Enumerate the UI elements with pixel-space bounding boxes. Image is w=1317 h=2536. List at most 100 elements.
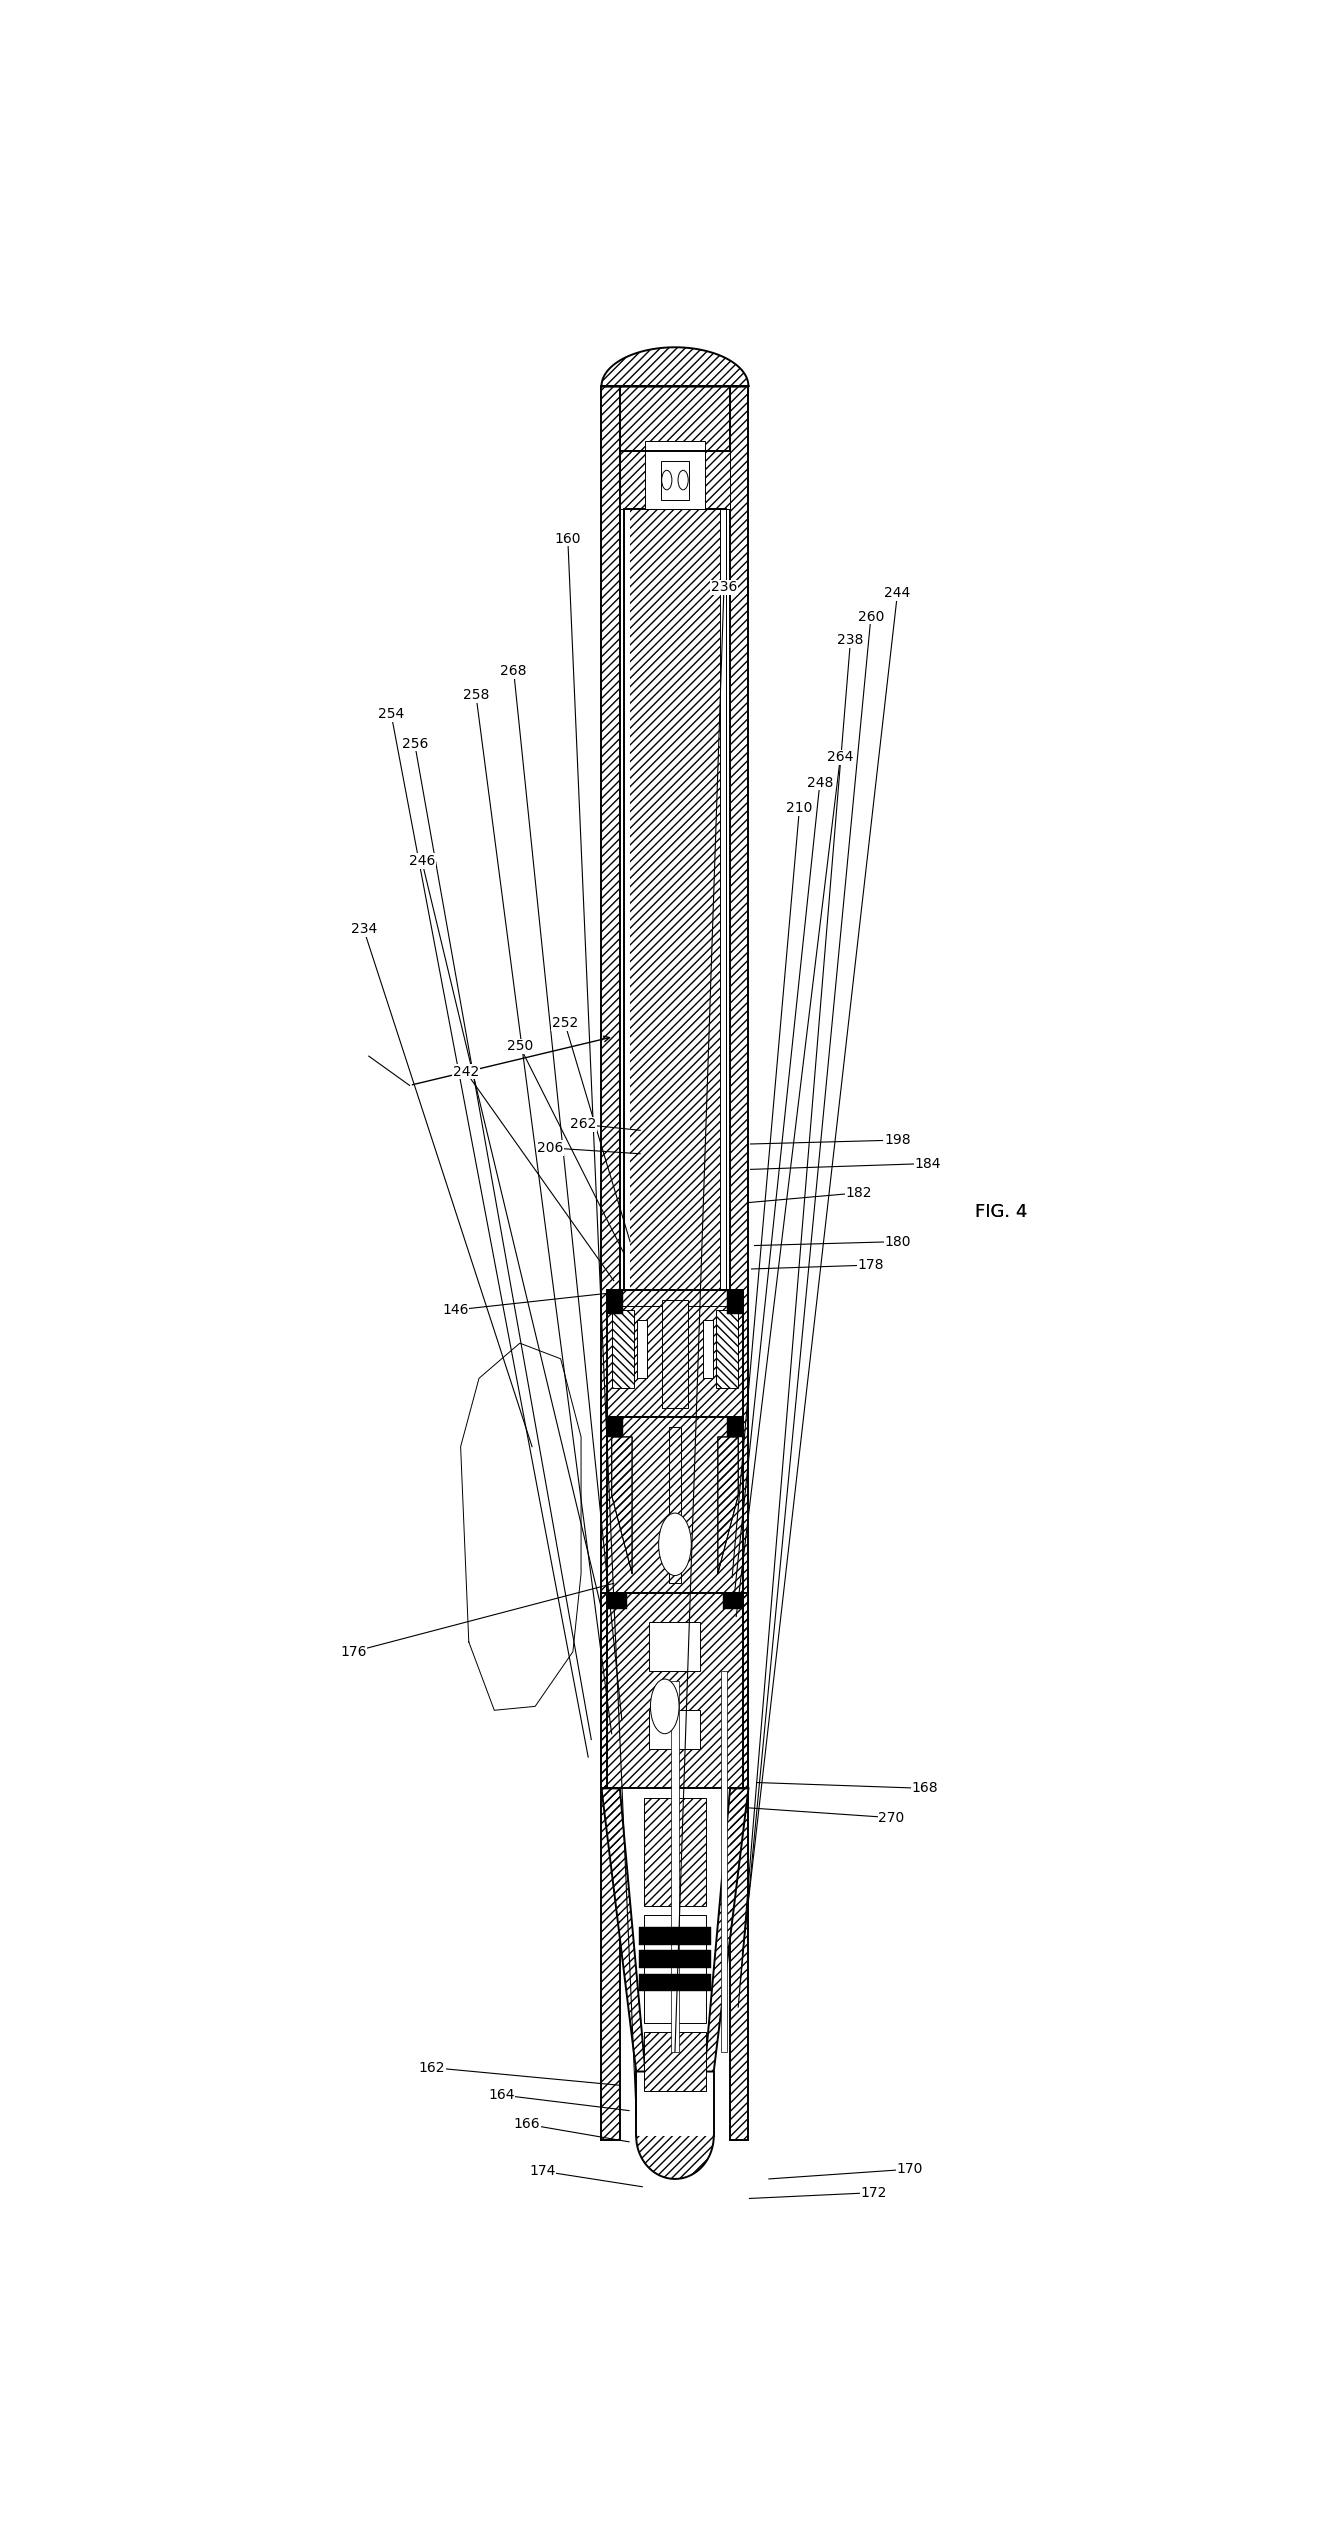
Text: 206: 206 bbox=[537, 1141, 564, 1154]
Bar bbox=[644, 2031, 706, 2092]
Bar bbox=[607, 1291, 743, 1418]
Text: 174: 174 bbox=[529, 2163, 556, 2178]
Bar bbox=[624, 510, 726, 1291]
Text: 176: 176 bbox=[340, 1646, 366, 1659]
Bar bbox=[624, 510, 630, 1291]
Bar bbox=[702, 1319, 712, 1380]
Bar bbox=[624, 510, 630, 1291]
Text: 262: 262 bbox=[570, 1118, 597, 1131]
Bar bbox=[644, 1798, 706, 1905]
Bar bbox=[727, 1291, 743, 1314]
Text: 180: 180 bbox=[884, 1235, 911, 1248]
Bar bbox=[644, 1915, 706, 2024]
Bar bbox=[602, 1593, 620, 1788]
Bar bbox=[661, 462, 689, 500]
Bar bbox=[645, 441, 705, 510]
Bar bbox=[730, 1593, 748, 1788]
Text: 172: 172 bbox=[861, 2186, 888, 2199]
Bar bbox=[730, 1593, 748, 1788]
Circle shape bbox=[651, 1679, 680, 1735]
Text: 178: 178 bbox=[857, 1258, 884, 1273]
Bar bbox=[669, 1428, 681, 1582]
Text: 164: 164 bbox=[489, 2087, 515, 2102]
Text: 238: 238 bbox=[838, 634, 864, 647]
Bar bbox=[720, 510, 726, 1291]
Bar bbox=[720, 510, 726, 1291]
Text: 162: 162 bbox=[419, 2062, 445, 2074]
Text: 256: 256 bbox=[402, 735, 428, 751]
Bar bbox=[705, 451, 730, 510]
Text: 264: 264 bbox=[827, 751, 853, 763]
Polygon shape bbox=[602, 1788, 645, 2072]
Bar bbox=[644, 1798, 706, 1905]
Bar bbox=[727, 1418, 743, 1438]
Bar bbox=[607, 1418, 743, 1593]
Polygon shape bbox=[705, 1788, 748, 2072]
Text: 244: 244 bbox=[884, 586, 910, 601]
Bar bbox=[602, 385, 620, 2140]
Text: 250: 250 bbox=[507, 1040, 533, 1052]
Bar bbox=[730, 385, 748, 2140]
Text: 168: 168 bbox=[911, 1780, 938, 1795]
Text: 270: 270 bbox=[878, 1811, 905, 1826]
Bar bbox=[720, 1671, 727, 2052]
Bar bbox=[649, 1623, 701, 1671]
Text: 146: 146 bbox=[443, 1304, 469, 1316]
Text: 170: 170 bbox=[897, 2163, 923, 2176]
Text: 242: 242 bbox=[453, 1065, 479, 1078]
Text: 246: 246 bbox=[408, 855, 435, 867]
Text: FIG. 4: FIG. 4 bbox=[976, 1205, 1027, 1222]
Bar bbox=[607, 1593, 743, 1788]
Bar bbox=[662, 1301, 687, 1407]
Text: 198: 198 bbox=[884, 1134, 911, 1146]
Bar bbox=[607, 1291, 743, 1418]
Text: 182: 182 bbox=[846, 1187, 872, 1200]
Text: 258: 258 bbox=[462, 687, 489, 702]
Bar bbox=[723, 1593, 743, 1608]
Bar bbox=[715, 1311, 739, 1387]
Text: 166: 166 bbox=[514, 2118, 540, 2130]
Text: 236: 236 bbox=[711, 581, 738, 593]
Bar bbox=[620, 385, 730, 451]
Text: 234: 234 bbox=[350, 923, 377, 936]
Bar bbox=[705, 451, 730, 510]
Bar bbox=[669, 1428, 681, 1582]
Bar bbox=[630, 510, 720, 1291]
Bar bbox=[639, 1973, 711, 1991]
Bar bbox=[607, 1291, 623, 1314]
Text: 252: 252 bbox=[552, 1017, 578, 1030]
Bar bbox=[639, 1950, 711, 1968]
Text: 254: 254 bbox=[378, 708, 404, 720]
Bar bbox=[611, 1311, 635, 1387]
Polygon shape bbox=[602, 347, 748, 385]
Bar bbox=[620, 1291, 730, 1306]
Bar bbox=[607, 1418, 623, 1438]
Bar bbox=[607, 1418, 743, 1593]
Text: 210: 210 bbox=[786, 801, 813, 814]
Bar bbox=[607, 1593, 627, 1608]
Bar bbox=[620, 451, 645, 510]
Bar bbox=[639, 1927, 711, 1945]
Text: 184: 184 bbox=[915, 1156, 942, 1172]
Bar bbox=[630, 510, 720, 1291]
Bar bbox=[644, 2031, 706, 2092]
Bar bbox=[620, 451, 645, 510]
Text: 248: 248 bbox=[807, 776, 834, 789]
Polygon shape bbox=[461, 1344, 581, 1709]
Bar bbox=[607, 1593, 743, 1788]
Bar bbox=[670, 1681, 680, 2052]
Polygon shape bbox=[636, 2135, 714, 2178]
Bar bbox=[662, 1301, 687, 1407]
Text: FIG. 4: FIG. 4 bbox=[976, 1205, 1027, 1222]
Bar bbox=[620, 385, 730, 451]
Bar bbox=[602, 385, 620, 2140]
Bar bbox=[637, 1319, 648, 1380]
Text: 268: 268 bbox=[500, 664, 527, 680]
Bar bbox=[649, 1709, 701, 1750]
Bar bbox=[715, 1311, 739, 1387]
Text: 260: 260 bbox=[857, 609, 884, 624]
Bar bbox=[611, 1311, 635, 1387]
Bar bbox=[730, 385, 748, 2140]
Circle shape bbox=[658, 1514, 691, 1575]
Bar bbox=[624, 510, 726, 1291]
